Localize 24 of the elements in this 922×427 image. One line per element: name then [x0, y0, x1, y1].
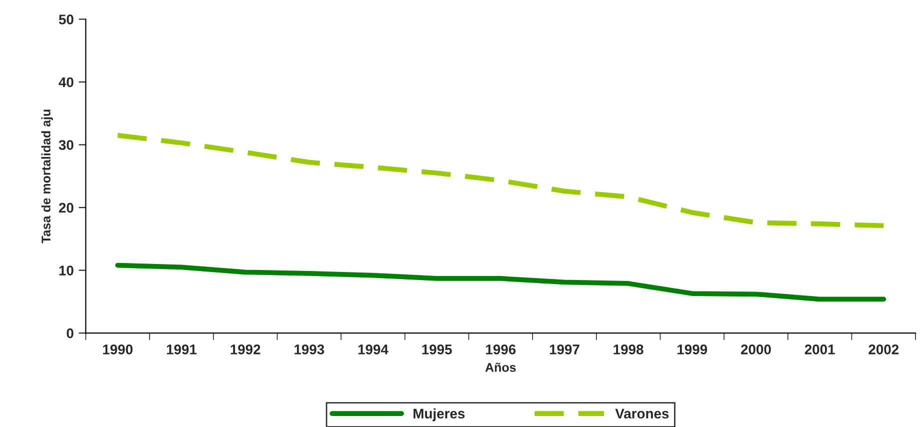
- x-tick-label: 1997: [550, 344, 580, 354]
- x-tick-label: 1990: [103, 344, 133, 354]
- x-tick-label: 1998: [614, 344, 644, 354]
- y-tick-label: 20: [58, 202, 74, 213]
- y-tick-label: 10: [59, 266, 74, 276]
- line-series: [115, 262, 886, 302]
- legend-label: Mujeres: [414, 408, 465, 422]
- y-tick-label: 0: [66, 328, 74, 338]
- y-tick-label: 40: [58, 77, 74, 88]
- x-tick-label: 2001: [804, 344, 835, 354]
- x-tick-label: 1993: [294, 344, 324, 354]
- x-tick-label: 2000: [741, 344, 771, 354]
- x-axis-title: Años: [485, 362, 516, 372]
- y-axis-title: Tasa de mortalidad aju: [41, 110, 53, 244]
- y-tick-label: 50: [58, 14, 74, 24]
- x-tick-label: 1992: [230, 344, 260, 354]
- y-tick-label: 30: [58, 140, 74, 150]
- x-tick-label: 2002: [868, 344, 899, 354]
- x-tick-label: 1995: [422, 344, 452, 354]
- x-tick-label: 1991: [166, 344, 197, 354]
- x-tick-label: 1994: [358, 344, 388, 354]
- legend-label: Varones: [615, 408, 669, 419]
- x-tick-label: 1996: [486, 344, 516, 354]
- x-tick-label: 1999: [678, 344, 708, 354]
